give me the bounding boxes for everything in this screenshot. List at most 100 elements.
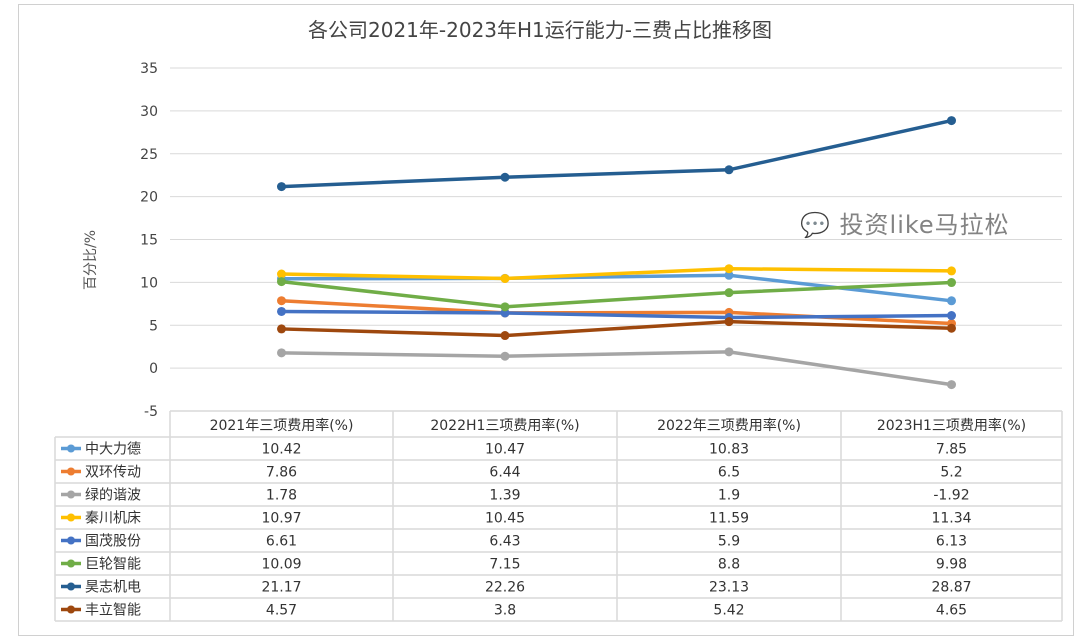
legend-label: 绿的谐波 <box>85 488 141 504</box>
chart-title: 各公司2021年-2023年H1运行能力-三费占比推移图 <box>308 18 772 42</box>
data-point <box>500 308 510 318</box>
table-cell: 6.44 <box>489 465 520 481</box>
legend-label: 双环传动 <box>85 465 141 481</box>
data-point <box>724 264 734 274</box>
table-cell: 6.43 <box>489 534 520 550</box>
y-tick-label: 35 <box>140 61 158 77</box>
data-point <box>500 274 510 284</box>
data-point <box>724 288 734 298</box>
legend-label: 秦川机床 <box>85 511 141 527</box>
y-tick-label: 0 <box>149 361 158 377</box>
table-cell: 8.8 <box>718 557 740 573</box>
table-cell: 7.15 <box>489 557 520 573</box>
table-cell: 4.57 <box>266 603 297 619</box>
y-tick-label: 30 <box>140 104 158 120</box>
table-header: 2022H1三项费用率(%) <box>430 417 579 434</box>
series-line <box>281 319 952 338</box>
data-point <box>500 331 510 341</box>
table-cell: 23.13 <box>709 580 749 596</box>
table-cell: 10.09 <box>261 557 301 573</box>
legend-label: 昊志机电 <box>85 580 141 596</box>
table-cell: 6.61 <box>266 534 297 550</box>
table-cell: 10.83 <box>709 442 749 458</box>
y-tick-label: 15 <box>140 233 158 249</box>
data-point <box>947 278 956 288</box>
data-point <box>947 266 956 276</box>
data-point <box>277 348 286 358</box>
data-point <box>724 270 734 280</box>
table-cell: 5.2 <box>940 465 962 481</box>
legend-marker <box>67 605 75 614</box>
data-point <box>500 351 510 361</box>
table-cell: 10.97 <box>261 511 301 527</box>
series-line <box>281 350 952 387</box>
data-point <box>947 323 956 333</box>
table-header: 2022年三项费用率(%) <box>657 417 801 434</box>
table-cell: 1.39 <box>489 488 520 504</box>
wechat-icon: 💬 <box>800 211 831 239</box>
table-cell: 7.85 <box>936 442 967 458</box>
chart-frame <box>18 4 1074 636</box>
table-cell: 7.86 <box>266 465 297 481</box>
data-point <box>277 277 286 287</box>
data-point <box>947 380 956 390</box>
table-cell: 11.34 <box>931 511 971 527</box>
legend-label: 丰立智能 <box>85 603 141 619</box>
legend-marker <box>67 582 75 591</box>
table-cell: -1.92 <box>933 488 969 504</box>
table-cell: 1.78 <box>266 488 297 504</box>
y-tick-label: 10 <box>140 275 158 291</box>
table-cell: 22.26 <box>485 580 525 596</box>
table-cell: 3.8 <box>494 603 516 619</box>
table-cell: 21.17 <box>261 580 301 596</box>
watermark: 💬 投资like马拉松 <box>800 205 1010 240</box>
legend-marker <box>67 513 75 522</box>
data-point <box>277 324 286 334</box>
legend-marker <box>67 467 75 476</box>
data-point <box>277 182 286 192</box>
y-tick-label: 5 <box>149 318 158 334</box>
legend-label: 巨轮智能 <box>85 557 141 573</box>
series-line <box>281 309 952 320</box>
y-tick-label: 25 <box>140 147 158 163</box>
data-point <box>277 306 286 316</box>
table-cell: 6.5 <box>718 465 740 481</box>
table-cell: 28.87 <box>931 580 971 596</box>
legend-marker <box>67 490 75 499</box>
table-cell: 10.47 <box>485 442 525 458</box>
table-cell: 5.9 <box>718 534 740 550</box>
series-line <box>281 279 952 309</box>
table-header: 2021年三项费用率(%) <box>210 417 354 434</box>
legend-marker <box>67 444 75 453</box>
table-cell: 1.9 <box>718 488 740 504</box>
y-tick-label: -5 <box>144 404 158 420</box>
table-cell: 11.59 <box>709 511 749 527</box>
data-point <box>724 165 734 175</box>
data-point <box>947 116 956 126</box>
series-line <box>281 118 952 189</box>
table-cell: 5.42 <box>713 603 744 619</box>
table-header: 2023H1三项费用率(%) <box>877 417 1026 434</box>
data-point <box>277 296 286 306</box>
table-cell: 10.45 <box>485 511 525 527</box>
series-line <box>281 266 952 281</box>
data-point <box>500 302 510 312</box>
data-point <box>724 347 734 357</box>
legend-marker <box>67 536 75 545</box>
table-cell: 4.65 <box>936 603 967 619</box>
legend-marker <box>67 559 75 568</box>
legend-label: 中大力德 <box>85 442 141 458</box>
y-tick-label: 20 <box>140 190 158 206</box>
data-point <box>724 317 734 327</box>
data-point <box>947 311 956 321</box>
data-point <box>947 296 956 306</box>
table-cell: 10.42 <box>261 442 301 458</box>
data-point <box>277 269 286 279</box>
table-cell: 9.98 <box>936 557 967 573</box>
legend-label: 国茂股份 <box>85 533 141 550</box>
data-point <box>500 172 510 182</box>
table-cell: 6.13 <box>936 534 967 550</box>
watermark-text: 投资like马拉松 <box>839 211 1010 239</box>
